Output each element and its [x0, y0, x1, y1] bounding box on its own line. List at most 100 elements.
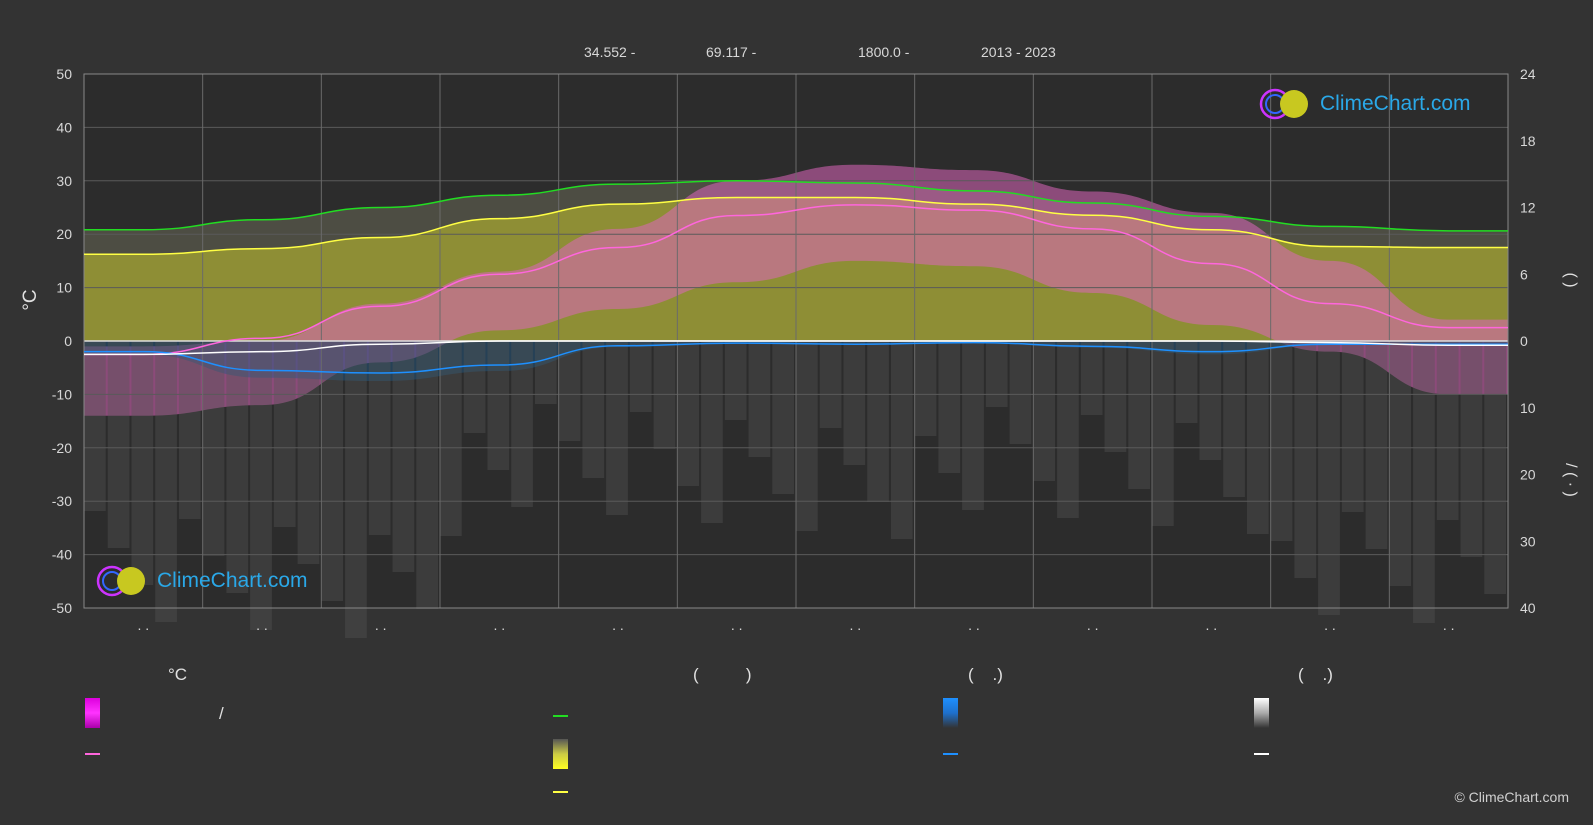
logo-text: ClimeChart.com: [157, 569, 308, 592]
precip-bar: [938, 341, 961, 473]
y-tick-right-upper: 6: [1520, 266, 1528, 282]
precip-bar: [131, 341, 154, 585]
precip-bar: [250, 341, 272, 630]
precip-bar: [1080, 341, 1103, 415]
precip-bar: [890, 341, 913, 539]
right-lower-axis-label: / ( · ): [1562, 463, 1579, 497]
precip-bar: [985, 341, 1008, 407]
precip-bar: [1223, 341, 1245, 497]
series-lines: [83, 180, 1508, 374]
legend-swatch-sunshine-mean: [553, 791, 568, 793]
x-tick: . .: [968, 617, 980, 633]
precip-bar: [107, 341, 130, 548]
precip-bar: [1152, 341, 1174, 526]
precip-bar: [1294, 341, 1317, 578]
precip-bar: [1365, 341, 1388, 549]
y-tick-left: 10: [56, 280, 72, 296]
header-years: 2013 - 2023: [981, 44, 1056, 60]
precip-bar: [1460, 341, 1483, 557]
x-tick: . .: [1205, 617, 1217, 633]
legend-swatch-temp-range: [85, 698, 100, 728]
right-upper-axis-label: ( ): [1562, 272, 1579, 287]
precip-bar: [297, 341, 320, 564]
y-tick-left: 50: [56, 66, 72, 82]
copyright: © ClimeChart.com: [1454, 789, 1569, 805]
y-tick-left: -50: [52, 600, 72, 616]
header-elevation: 1800.0 -: [858, 44, 910, 60]
precip-bar: [724, 341, 747, 420]
legend-header-rain: ( .): [968, 665, 1003, 684]
precip-bar: [1246, 341, 1269, 534]
precip-bar: [1009, 341, 1032, 444]
precip-bar: [1413, 341, 1435, 623]
precip-bar: [1389, 341, 1412, 586]
precip-bar: [1436, 341, 1459, 520]
legend-header-sun: ( ): [693, 665, 752, 684]
legend-swatch-precip-mean: [943, 753, 958, 755]
precip-bar: [368, 341, 391, 535]
precip-bar: [629, 341, 652, 412]
y-tick-right-upper: 18: [1520, 133, 1536, 149]
y-tick-right-lower: 20: [1520, 467, 1536, 483]
snow-line: [84, 340, 1508, 356]
precip-bar: [1199, 341, 1222, 460]
y-tick-left: -10: [52, 386, 72, 402]
plot-border: [83, 73, 1509, 609]
precip-bar: [1484, 341, 1506, 594]
precip-bar: [748, 341, 771, 457]
precip-bar: [867, 341, 889, 502]
precip-line: [84, 341, 1508, 374]
precip-bar: [1128, 341, 1150, 489]
precip-bar: [772, 341, 794, 494]
y-tick-left: 20: [56, 226, 72, 242]
precip-bar: [843, 341, 866, 465]
legend-swatch-daylight: [553, 715, 568, 717]
y-tick-right-lower: 40: [1520, 600, 1536, 616]
y-tick-left: 30: [56, 173, 72, 189]
y-tick-right-lower: 30: [1520, 533, 1536, 549]
precip-bar: [440, 341, 462, 536]
logo-top[interactable]: ClimeChart.com: [1258, 87, 1471, 121]
legend-temp-range-label: /: [219, 704, 224, 723]
x-tick: . .: [1443, 617, 1455, 633]
legend-swatch-snow: [1254, 698, 1269, 728]
precip-bar: [606, 341, 628, 515]
precip-bar: [796, 341, 818, 531]
logo-text: ClimeChart.com: [1320, 92, 1471, 115]
x-tick: . .: [731, 617, 743, 633]
precip-bar: [819, 341, 842, 428]
logo-bottom[interactable]: ClimeChart.com: [95, 564, 308, 598]
precip-bar: [558, 341, 581, 441]
precip-bar: [392, 341, 415, 572]
precip-bar: [677, 341, 700, 486]
temp-mean-line: [84, 204, 1508, 356]
precip-bar: [202, 341, 225, 556]
grid-lines: [83, 73, 1509, 609]
precip-bar: [582, 341, 605, 478]
x-tick: . .: [1087, 617, 1099, 633]
precip-bar: [1104, 341, 1127, 452]
x-tick: . .: [137, 617, 149, 633]
header-latitude: 34.552 -: [584, 44, 636, 60]
x-tick: . .: [375, 617, 387, 633]
precip-bar: [914, 341, 937, 436]
precip-bar: [962, 341, 984, 510]
precip-bar: [345, 341, 367, 638]
y-tick-right-upper: 0: [1520, 333, 1528, 349]
y-tick-left: 0: [64, 333, 72, 349]
y-tick-left: -40: [52, 547, 72, 563]
climechart-logo-icon: [1259, 88, 1308, 120]
precip-bar: [1270, 341, 1293, 541]
precip-bar: [321, 341, 344, 601]
legend-header-snow: ( .): [1298, 665, 1333, 684]
precip-bar: [463, 341, 486, 433]
precip-bar: [84, 341, 106, 511]
precip-bar: [487, 341, 510, 470]
y-tick-left: -30: [52, 493, 72, 509]
precip-bar: [155, 341, 177, 622]
x-tick: . .: [1324, 617, 1336, 633]
y-tick-right-upper: 24: [1520, 66, 1536, 82]
precip-bar: [226, 341, 249, 593]
legend-swatch-precip: [943, 698, 958, 728]
